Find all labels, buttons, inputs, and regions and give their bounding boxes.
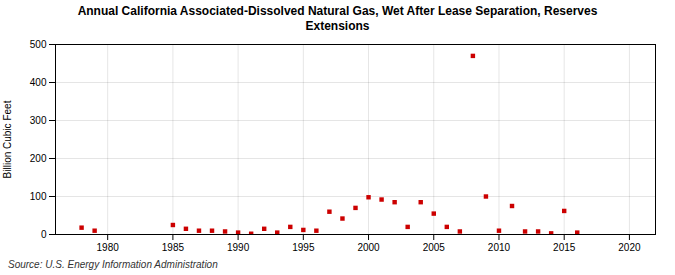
svg-text:0: 0	[41, 229, 47, 240]
svg-text:300: 300	[30, 115, 47, 126]
svg-text:1985: 1985	[162, 242, 185, 253]
html-text:Source: U.S. Energy Informatio: Source: U.S. Energy Information Administ…	[8, 259, 218, 270]
svg-text:200: 200	[30, 153, 47, 164]
svg-text:1995: 1995	[292, 242, 315, 253]
svg-text:100: 100	[30, 191, 47, 202]
svg-text:500: 500	[30, 39, 47, 50]
svg-text:1980: 1980	[97, 242, 120, 253]
svg-text:2000: 2000	[357, 242, 380, 253]
svg-text:2005: 2005	[423, 242, 446, 253]
svg-text:2020: 2020	[618, 242, 641, 253]
svg-text:1990: 1990	[227, 242, 250, 253]
svg-text:2015: 2015	[553, 242, 576, 253]
svg-text:Billion Cubic Feet: Billion Cubic Feet	[2, 100, 13, 178]
svg-text:400: 400	[30, 77, 47, 88]
html-text:Annual California Associated-D: Annual California Associated-Dissolved N…	[77, 4, 598, 33]
svg-text:2010: 2010	[488, 242, 511, 253]
